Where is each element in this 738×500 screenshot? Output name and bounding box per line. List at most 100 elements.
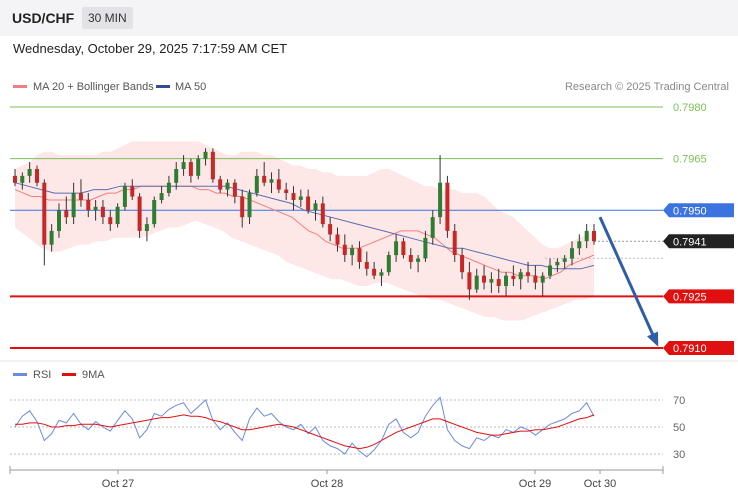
candle xyxy=(357,241,362,269)
candle xyxy=(122,182,127,211)
candle-body xyxy=(174,169,179,183)
candle-body xyxy=(42,182,47,245)
candle-body xyxy=(78,193,83,200)
candle-body xyxy=(408,255,413,262)
candle-body xyxy=(181,162,186,169)
candle xyxy=(35,165,39,187)
timeframe-badge[interactable]: 30 MIN xyxy=(82,7,133,29)
level-tag-current xyxy=(663,234,734,249)
ma50-swatch xyxy=(156,85,170,88)
candle-body xyxy=(240,196,245,218)
chart-legend: MA 20 + Bollinger Bands MA 50 Research ©… xyxy=(13,81,729,93)
candle-body xyxy=(335,234,340,245)
forecast-arrow xyxy=(598,216,659,345)
candle xyxy=(86,193,91,218)
candle-body xyxy=(86,200,91,211)
candle xyxy=(504,272,508,297)
level-lines xyxy=(10,106,663,349)
candle xyxy=(584,224,589,249)
candle xyxy=(342,234,347,262)
rsi-tick-label: 50 xyxy=(673,422,685,434)
candle-body xyxy=(306,196,311,211)
candle xyxy=(49,224,54,252)
x-tick-label: Oct 27 xyxy=(102,478,134,490)
candle xyxy=(64,196,69,225)
candle xyxy=(496,268,501,293)
candle xyxy=(298,189,303,207)
candle xyxy=(540,272,545,297)
candle xyxy=(276,168,281,194)
candle xyxy=(166,175,171,197)
candle-body xyxy=(548,265,552,276)
candle xyxy=(350,244,355,266)
candle xyxy=(137,193,142,238)
rsi-panel: RSI 9MA 70 50 30 xyxy=(10,369,685,461)
candle xyxy=(577,234,582,256)
candle xyxy=(42,179,47,266)
candle-body xyxy=(394,241,399,256)
candle-body xyxy=(130,186,135,197)
candle-body xyxy=(350,248,355,256)
candle-body xyxy=(452,230,457,255)
candle xyxy=(364,251,369,276)
candle-body xyxy=(35,169,39,183)
candle xyxy=(511,265,516,287)
level-label: 0.7965 xyxy=(673,154,707,166)
bollinger-band-area xyxy=(15,141,594,321)
candle-body xyxy=(122,186,127,207)
candle-body xyxy=(93,206,98,211)
ma20-line xyxy=(14,185,595,280)
candle-body xyxy=(152,200,157,225)
candle xyxy=(181,155,186,176)
candle-body xyxy=(188,162,193,176)
ma50-legend: MA 50 xyxy=(175,81,206,93)
candle-body xyxy=(467,272,472,290)
candle xyxy=(210,148,215,183)
rsi-line xyxy=(14,396,595,458)
candle-body xyxy=(460,255,465,273)
candle xyxy=(247,189,252,225)
candle-body xyxy=(489,279,494,283)
candle-body xyxy=(328,224,333,235)
candle-body xyxy=(342,244,347,255)
candle xyxy=(284,182,289,200)
candle xyxy=(562,255,567,269)
candle xyxy=(372,261,377,280)
candle xyxy=(13,168,17,187)
x-tick-label: Oct 28 xyxy=(311,478,343,490)
candle-body xyxy=(57,210,61,231)
candle-body xyxy=(115,206,120,224)
candle xyxy=(518,268,523,290)
candle-body xyxy=(518,272,523,280)
candle xyxy=(188,158,193,183)
candle-body xyxy=(570,248,574,259)
candle xyxy=(438,155,443,225)
level-tag-support xyxy=(663,341,734,355)
candle-body xyxy=(584,230,589,242)
candle xyxy=(416,255,421,273)
symbol-label: USD/CHF xyxy=(12,10,75,26)
candle xyxy=(27,162,32,183)
candle-body xyxy=(49,230,54,245)
candle xyxy=(108,210,113,231)
x-tick-label: Oct 29 xyxy=(519,478,551,490)
rsi-ma-swatch xyxy=(62,373,76,376)
candle-body xyxy=(577,241,582,249)
candle xyxy=(401,237,406,259)
candle-body xyxy=(416,258,421,262)
ma20-swatch xyxy=(13,85,27,88)
candle-body xyxy=(379,272,384,276)
candle xyxy=(423,230,428,262)
candle-body xyxy=(137,196,142,231)
level-tag-pivot xyxy=(663,203,734,218)
candle xyxy=(394,234,399,262)
candle-body xyxy=(511,275,516,280)
candle-body xyxy=(320,203,325,225)
candle-body xyxy=(218,179,223,190)
candle-body xyxy=(254,175,259,194)
candle-body xyxy=(540,275,545,283)
rsi-tick-label: 30 xyxy=(673,449,685,461)
candle xyxy=(78,179,83,207)
candle xyxy=(262,162,267,187)
